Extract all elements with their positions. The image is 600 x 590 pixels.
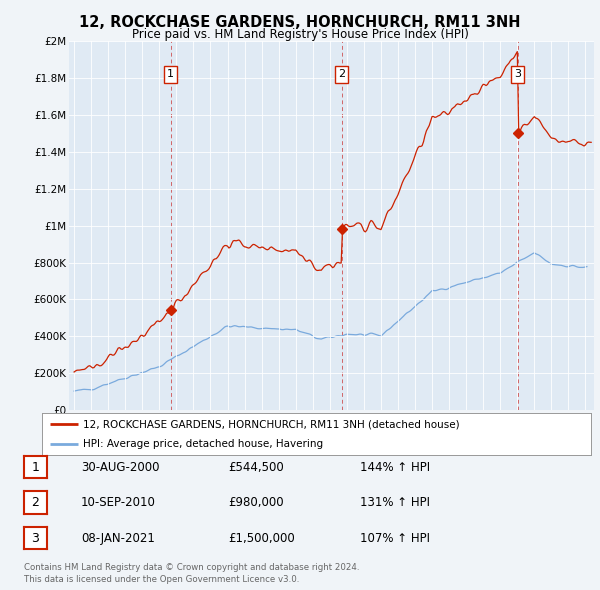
Text: 2: 2 bbox=[338, 70, 345, 80]
Text: £980,000: £980,000 bbox=[228, 496, 284, 509]
Text: 131% ↑ HPI: 131% ↑ HPI bbox=[360, 496, 430, 509]
Text: 144% ↑ HPI: 144% ↑ HPI bbox=[360, 461, 430, 474]
Text: 10-SEP-2010: 10-SEP-2010 bbox=[81, 496, 156, 509]
Text: Contains HM Land Registry data © Crown copyright and database right 2024.: Contains HM Land Registry data © Crown c… bbox=[24, 563, 359, 572]
Text: 2: 2 bbox=[31, 496, 40, 509]
Text: 1: 1 bbox=[31, 461, 40, 474]
Text: 12, ROCKCHASE GARDENS, HORNCHURCH, RM11 3NH (detached house): 12, ROCKCHASE GARDENS, HORNCHURCH, RM11 … bbox=[83, 419, 460, 430]
Text: This data is licensed under the Open Government Licence v3.0.: This data is licensed under the Open Gov… bbox=[24, 575, 299, 584]
Text: HPI: Average price, detached house, Havering: HPI: Average price, detached house, Have… bbox=[83, 439, 323, 449]
Text: 30-AUG-2000: 30-AUG-2000 bbox=[81, 461, 160, 474]
Text: £1,500,000: £1,500,000 bbox=[228, 532, 295, 545]
Text: 107% ↑ HPI: 107% ↑ HPI bbox=[360, 532, 430, 545]
Text: £544,500: £544,500 bbox=[228, 461, 284, 474]
Text: 08-JAN-2021: 08-JAN-2021 bbox=[81, 532, 155, 545]
Text: 3: 3 bbox=[514, 70, 521, 80]
Text: Price paid vs. HM Land Registry's House Price Index (HPI): Price paid vs. HM Land Registry's House … bbox=[131, 28, 469, 41]
Text: 12, ROCKCHASE GARDENS, HORNCHURCH, RM11 3NH: 12, ROCKCHASE GARDENS, HORNCHURCH, RM11 … bbox=[79, 15, 521, 30]
Text: 1: 1 bbox=[167, 70, 174, 80]
Text: 3: 3 bbox=[31, 532, 40, 545]
